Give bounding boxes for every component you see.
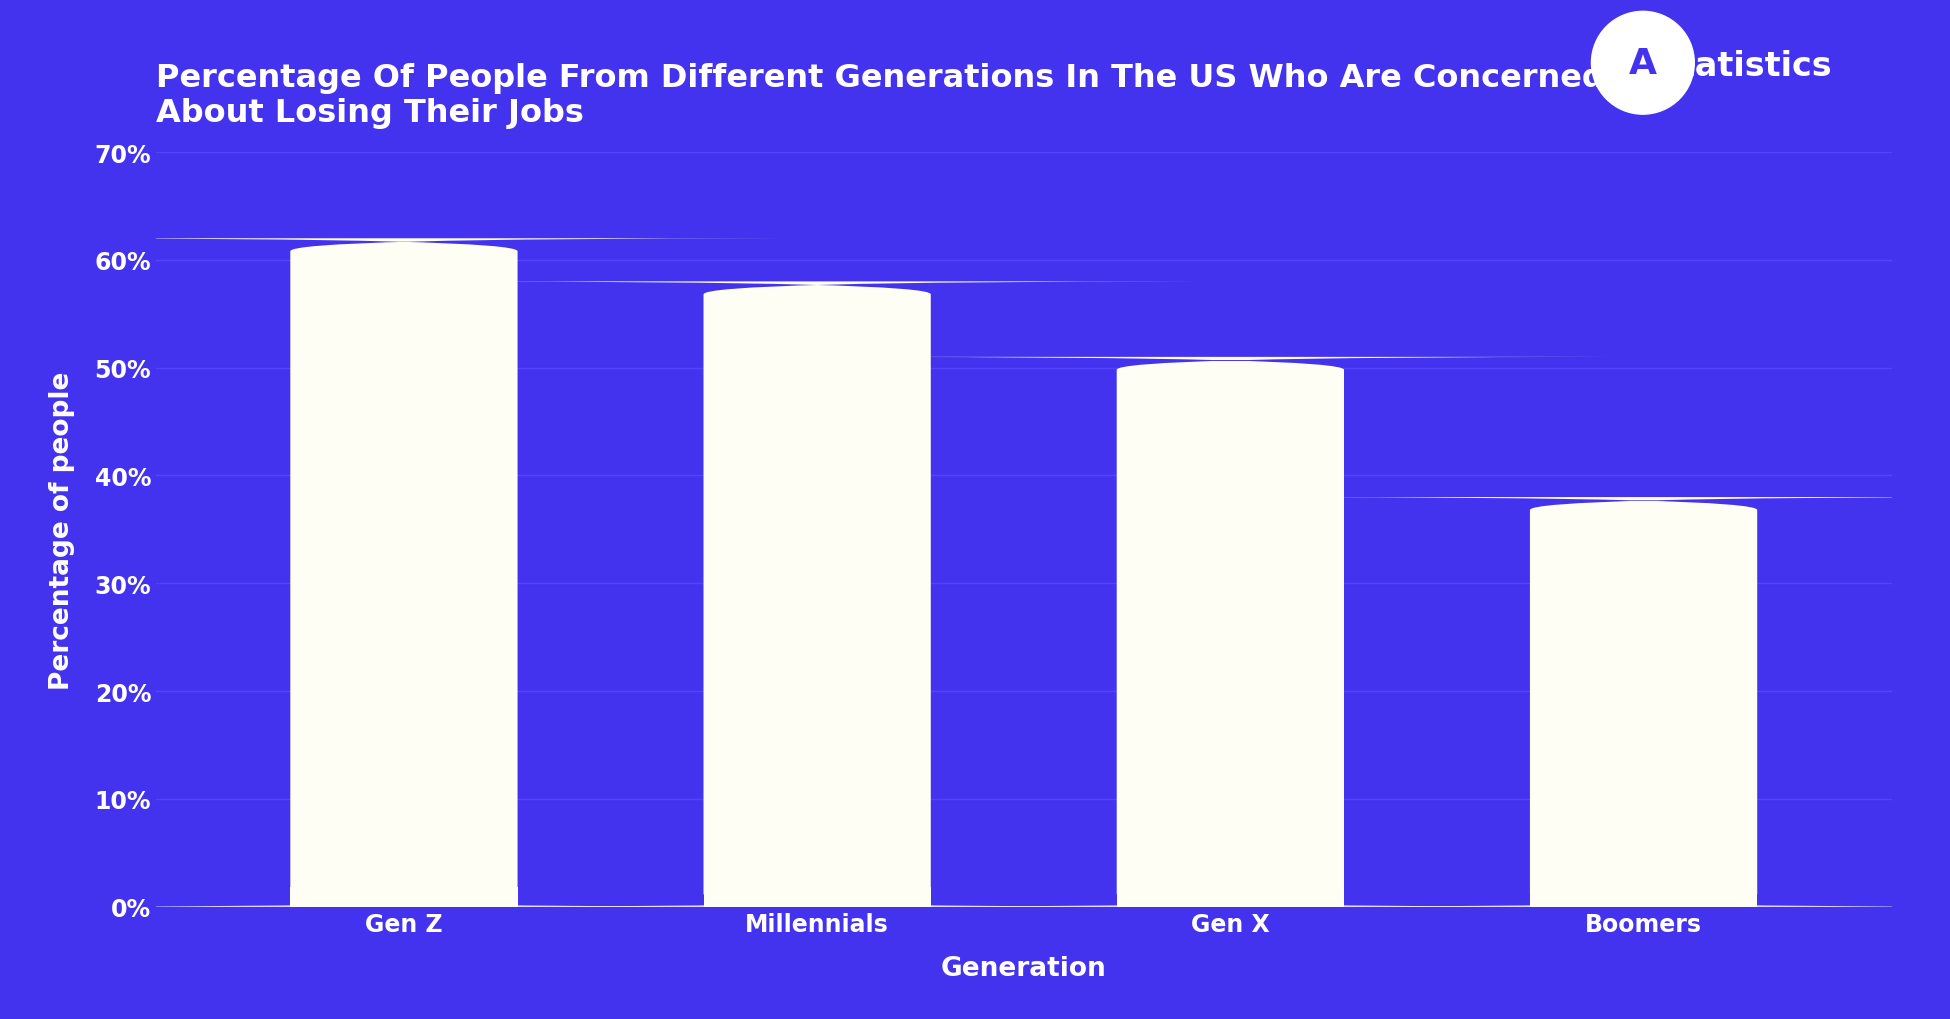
Text: A: A <box>1628 47 1658 81</box>
FancyBboxPatch shape <box>1117 888 1344 907</box>
Y-axis label: Percentage of people: Percentage of people <box>49 371 74 689</box>
FancyBboxPatch shape <box>291 888 517 907</box>
Circle shape <box>1591 12 1695 115</box>
Text: statistics: statistics <box>1659 50 1831 83</box>
FancyBboxPatch shape <box>1531 888 1757 907</box>
FancyBboxPatch shape <box>1262 497 1950 907</box>
FancyBboxPatch shape <box>21 239 786 907</box>
X-axis label: Generation: Generation <box>940 955 1108 981</box>
FancyBboxPatch shape <box>704 888 930 907</box>
Text: Percentage Of People From Different Generations In The US Who Are Concerned
Abou: Percentage Of People From Different Gene… <box>156 62 1605 129</box>
FancyBboxPatch shape <box>435 282 1199 907</box>
FancyBboxPatch shape <box>848 358 1613 907</box>
